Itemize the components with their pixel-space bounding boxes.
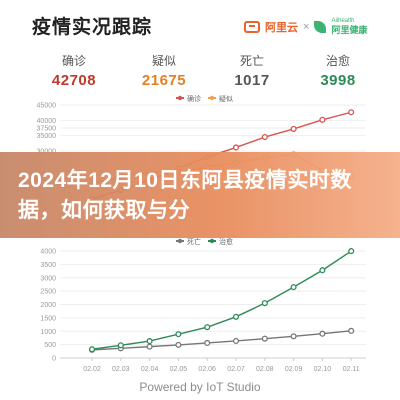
x-tick-label: 02.06 [198,366,216,373]
y-tick-label: 0 [52,356,56,363]
x-tick-label: 02.03 [112,366,130,373]
data-point [290,284,297,291]
y-tick-label: 3500 [40,262,56,269]
data-point [232,337,240,345]
stat-confirmed: 确诊 42708 [34,52,114,89]
brand-alihealth-cn: 阿里健康 [331,25,368,35]
data-point [204,324,211,331]
stat-deaths: 死亡 1017 [212,52,292,89]
y-tick-label: 2000 [40,302,56,309]
stat-recovered: 治愈 3998 [298,52,378,89]
x-tick-label: 02.05 [170,366,188,373]
stat-value: 42708 [51,72,97,89]
data-point [146,343,153,350]
data-point [88,346,96,353]
y-tick-label: 35000 [37,133,57,140]
brand-alihealth: Alihealth 阿里健康 [331,18,367,35]
stat-value: 21675 [141,72,187,89]
x-tick-label: 02.07 [227,366,245,373]
x-tick-label: 02.04 [141,366,159,373]
data-point [117,342,124,349]
data-point [290,333,297,340]
stat-label: 死亡 [239,54,264,68]
stat-suspected: 疑似 21675 [124,52,204,89]
y-tick-label: 40000 [37,118,57,125]
legend-label: 治愈 [219,237,233,246]
y-tick-label: 4000 [40,249,56,256]
data-point [348,109,355,116]
legend-marker [209,238,215,244]
data-point [319,116,326,123]
stats-row: 确诊 42708 疑似 21675 死亡 1017 治愈 3998 [30,52,380,89]
powered-by: Powered by IoT Studio [139,380,261,394]
y-tick-label: 1500 [40,315,56,322]
series-line-0 [91,330,352,351]
data-point [348,248,355,255]
header: 疫情实况跟踪 阿里云 × Alihealth 阿里健康 [0,0,400,40]
brand-aliyun: 阿里云 [265,21,298,34]
headline-banner: 2024年12月10日东阿县疫情实时数据，如何获取与分 [0,152,400,238]
x-tick-label: 02.02 [83,366,101,373]
logo-separator: × [303,20,310,33]
x-tick-label: 02.09 [285,366,303,373]
alihealth-logo-icon [314,20,327,33]
y-tick-label: 1000 [40,329,56,336]
x-tick-label: 02.08 [256,366,274,373]
chart-deaths-recovered: 死亡 治愈 4000 3500 3000 2500 2000 1500 1000 500 0 02.0… [40,237,366,373]
data-point [232,313,240,320]
y-tick-label: 500 [44,342,56,349]
x-tick-label: 02.11 [343,366,360,373]
brand-alihealth-en: Alihealth [331,18,355,24]
page-title: 疫情实况跟踪 [32,17,153,38]
data-point [261,335,268,342]
data-point [175,341,182,348]
data-point [290,125,297,132]
brand-logos: 阿里云 × Alihealth 阿里健康 [244,18,367,35]
aliyun-logo-icon [244,20,260,33]
legend-label: 确诊 [187,94,201,103]
data-point [175,331,182,338]
headline-text: 2024年12月10日东阿县疫情实时数据，如何获取与分 [18,169,352,222]
stat-value: 1017 [234,72,270,89]
data-point [319,267,326,274]
legend-label: 疑似 [219,94,233,103]
stat-label: 疑似 [151,54,176,68]
data-point [261,134,268,141]
legend-marker [177,95,183,101]
legend-label: 死亡 [187,237,201,246]
data-point [204,339,211,346]
data-point [146,338,153,345]
y-tick-label: 37500 [37,126,57,133]
data-point [232,144,240,151]
stat-label: 确诊 [61,54,86,68]
x-tick-label: 02.10 [314,366,332,373]
y-tick-label: 3000 [40,275,56,282]
legend-marker [177,238,183,244]
y-tick-label: 2500 [40,289,56,296]
data-point [348,327,355,334]
stat-label: 治愈 [325,54,350,68]
data-point [261,300,268,307]
stat-value: 3998 [320,72,356,89]
data-point [319,330,326,337]
legend-marker [209,95,215,101]
series-line-1 [91,250,352,350]
y-tick-label: 45000 [37,103,57,110]
